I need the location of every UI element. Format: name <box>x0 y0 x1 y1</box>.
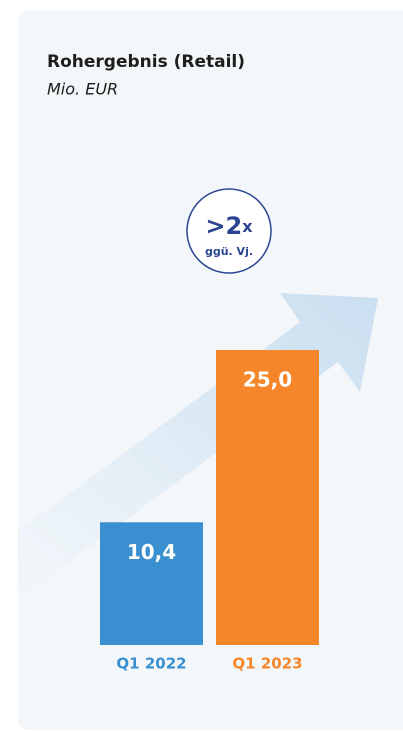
badge <box>186 188 272 274</box>
x-tick-label: Q1 2023 <box>232 655 302 673</box>
badge-suffix: x <box>242 217 253 236</box>
bar <box>216 350 319 645</box>
chart-subtitle: Mio. EUR <box>47 80 118 99</box>
chart-title: Rohergebnis (Retail) <box>47 52 245 72</box>
bar <box>100 522 203 645</box>
badge-note: ggü. Vj. <box>205 245 253 258</box>
value-label: 25,0 <box>243 368 292 392</box>
x-tick-label: Q1 2022 <box>116 655 186 673</box>
badge-main: >2x <box>205 212 253 240</box>
value-label: 10,4 <box>127 540 176 564</box>
badge-number: >2 <box>205 212 242 240</box>
